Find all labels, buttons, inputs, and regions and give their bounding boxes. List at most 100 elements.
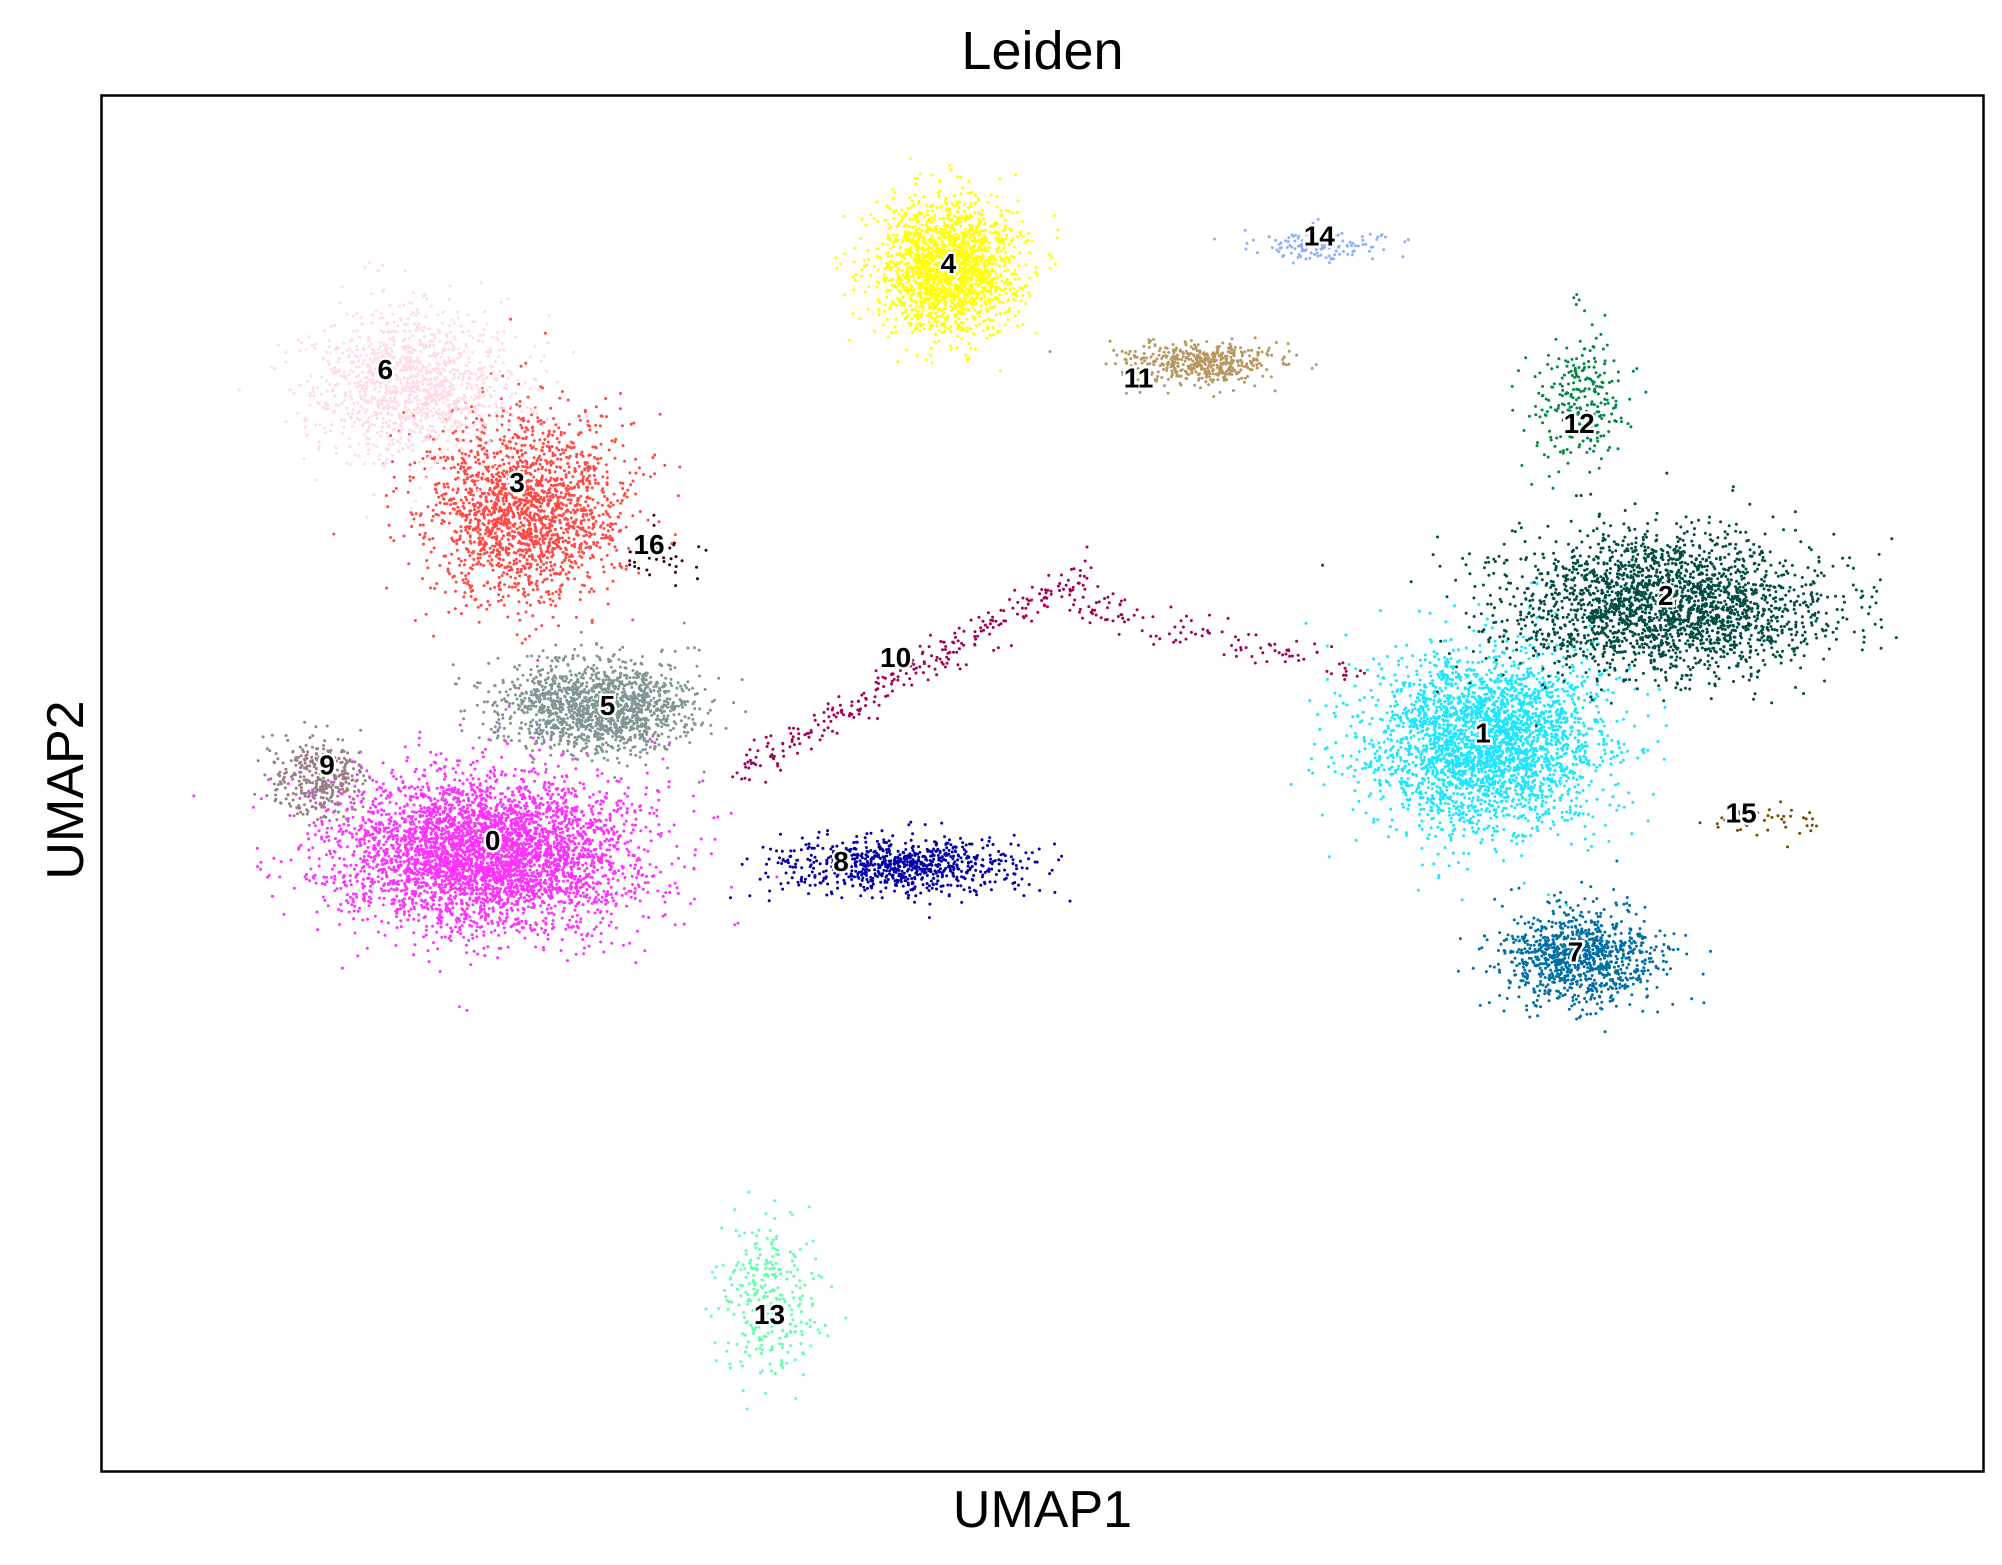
cluster-0-point — [520, 869, 524, 873]
cluster-0-point — [504, 860, 508, 864]
cluster-0-point — [481, 755, 485, 759]
cluster-0-point — [460, 907, 464, 911]
cluster-0-point — [646, 881, 650, 885]
cluster-0-point — [471, 835, 474, 839]
cluster-0-point — [481, 861, 485, 865]
cluster-0-point — [433, 797, 437, 801]
cluster-0-point — [414, 767, 418, 771]
cluster-0-point — [443, 879, 447, 883]
cluster-0-point — [350, 903, 354, 907]
cluster-1-point — [1439, 702, 1443, 706]
cluster-1-point — [1472, 629, 1476, 633]
cluster-0-point — [426, 824, 430, 828]
cluster-0-point — [322, 875, 326, 879]
cluster-0-point — [554, 811, 558, 815]
cluster-0-point — [634, 817, 638, 821]
cluster-0-point — [539, 850, 542, 854]
cluster-0-point — [556, 815, 560, 819]
cluster-0-point — [527, 818, 531, 821]
cluster-0-point — [486, 945, 490, 949]
cluster-0-point — [503, 854, 507, 858]
cluster-0-point — [459, 860, 463, 864]
cluster-0-point — [599, 843, 603, 847]
cluster-0-point — [478, 822, 482, 826]
cluster-0-point — [484, 799, 488, 803]
cluster-1-point — [1380, 667, 1384, 671]
cluster-0-point — [432, 941, 435, 945]
cluster-0-point — [429, 876, 433, 880]
cluster-0-point — [485, 861, 489, 865]
cluster-0-point — [321, 895, 325, 899]
cluster-1-point — [1586, 648, 1590, 652]
cluster-1-point — [1429, 640, 1433, 644]
cluster-1-point — [1535, 739, 1539, 743]
cluster-0-point — [570, 791, 573, 795]
cluster-0-point — [615, 891, 619, 895]
cluster-0-point — [471, 903, 475, 907]
cluster-0-point — [577, 842, 581, 845]
cluster-1-point — [1605, 698, 1609, 702]
cluster-0-point — [589, 818, 592, 822]
cluster-0-point — [534, 945, 538, 949]
cluster-0-point — [308, 879, 312, 883]
cluster-0-point — [472, 910, 476, 914]
cluster-0-point — [330, 826, 334, 830]
cluster-0-point — [476, 843, 480, 847]
cluster-0-point — [422, 935, 426, 939]
cluster-0-point — [408, 842, 412, 846]
cluster-0-point — [352, 900, 355, 904]
cluster-1-point — [1464, 646, 1468, 650]
cluster-1-point — [1536, 736, 1540, 740]
cluster-0-point — [510, 800, 514, 804]
cluster-0-point — [579, 920, 582, 924]
cluster-0-point — [604, 853, 608, 857]
cluster-0-point — [397, 845, 401, 849]
cluster-0-point — [455, 920, 459, 924]
cluster-0-point — [544, 788, 548, 792]
cluster-0-point — [452, 842, 456, 846]
cluster-0-point — [616, 847, 620, 851]
cluster-0-point — [535, 826, 539, 830]
cluster-0-point — [536, 933, 540, 937]
cluster-0-point — [567, 817, 571, 821]
cluster-0-point — [643, 949, 647, 953]
cluster-0-point — [493, 929, 497, 933]
cluster-0-point — [493, 897, 497, 901]
cluster-0-point — [374, 826, 378, 830]
cluster-0-point — [439, 859, 443, 863]
cluster-0-point — [414, 877, 418, 881]
cluster-0-point — [425, 890, 429, 894]
cluster-0-point — [456, 763, 460, 767]
cluster-0-point — [375, 788, 379, 791]
cluster-0-point — [583, 869, 587, 873]
cluster-0-point — [450, 902, 454, 906]
cluster-0-point — [383, 882, 387, 886]
cluster-0-point — [411, 795, 415, 799]
cluster-0-point — [549, 782, 553, 786]
cluster-0-point — [389, 879, 393, 883]
cluster-0-point — [532, 802, 536, 806]
cluster-0-point — [392, 775, 396, 778]
cluster-0-point — [393, 827, 397, 830]
cluster-0-point — [365, 946, 369, 950]
cluster-0-point — [558, 849, 562, 853]
cluster-0-point — [555, 882, 559, 886]
cluster-0-point — [323, 840, 326, 843]
cluster-0-point — [590, 861, 594, 865]
cluster-0-point — [422, 792, 426, 796]
cluster-1-point — [1483, 800, 1487, 804]
cluster-0-point — [395, 909, 399, 912]
cluster-0-point — [599, 910, 603, 913]
cluster-1-point — [1382, 676, 1386, 680]
cluster-0-point — [398, 860, 402, 864]
cluster-0-point — [530, 755, 534, 759]
cluster-1-point — [1512, 660, 1516, 664]
cluster-0-point — [488, 887, 492, 891]
cluster-0-point — [355, 844, 359, 848]
cluster-0-point — [582, 952, 586, 956]
cluster-0-point — [405, 843, 408, 846]
cluster-0-point — [592, 870, 596, 874]
cluster-0-point — [343, 880, 347, 884]
cluster-1-point — [1523, 816, 1527, 820]
cluster-0-point — [443, 819, 447, 823]
